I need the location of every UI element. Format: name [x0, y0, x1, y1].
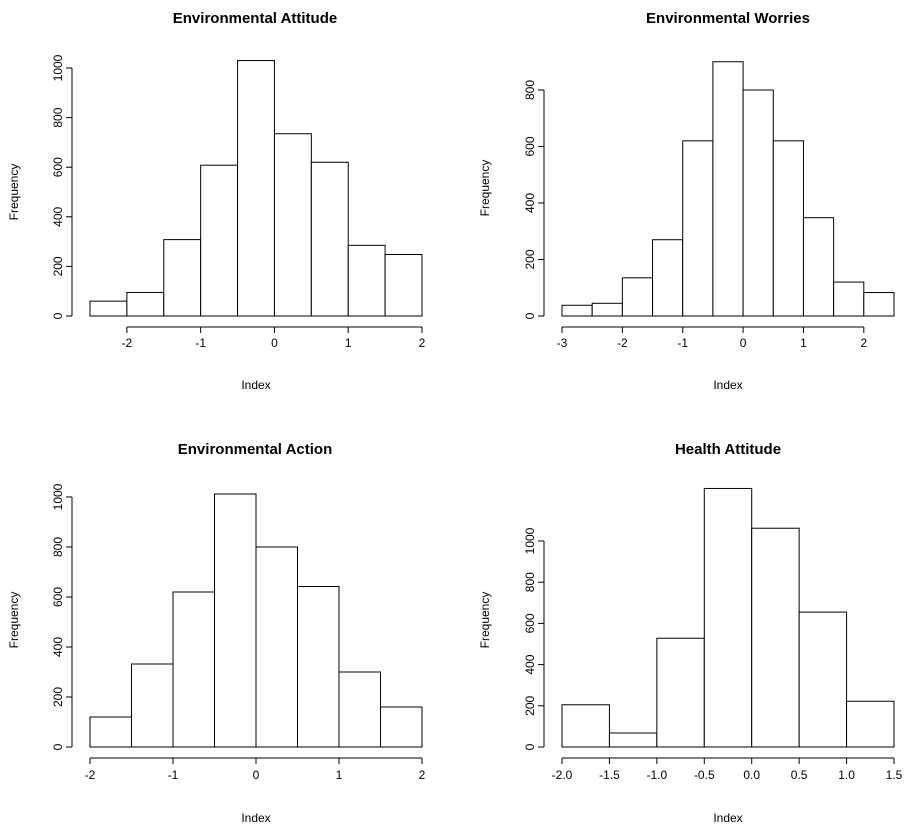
panel-3-x-tick-label-1: -2 — [85, 768, 96, 782]
panel-1-y-tick-label-6: 1000 — [51, 54, 65, 81]
panel-4-y-label: Frequency — [478, 592, 492, 649]
panel-3-x-tick-label-4: 1 — [336, 768, 343, 782]
panel-1-y-tick-label-1: 0 — [51, 312, 65, 319]
panel-4-bar-7 — [846, 700, 895, 748]
panel-3-bar-1 — [89, 716, 132, 748]
panel-4-title: Health Attitude — [675, 441, 781, 458]
panel-1-x-label: Index — [241, 378, 270, 392]
panel-3-bar-4 — [214, 493, 257, 748]
panel-1-title: Environmental Attitude — [173, 10, 337, 27]
panel-3-x-tick-label-5: 2 — [419, 768, 426, 782]
panel-2-bar-9 — [802, 217, 835, 317]
panel-2-bar-1 — [561, 304, 593, 317]
panel-3-y-tick-label-1: 0 — [51, 743, 65, 750]
panel-3-bar-6 — [297, 586, 340, 748]
panel-1-x-tick-label-4: 1 — [345, 336, 352, 350]
panel-2-bar-8 — [772, 140, 804, 317]
panel-4-bar-4 — [703, 487, 753, 748]
panel-3-y-tick-label-5: 800 — [51, 537, 65, 557]
panel-4-x-tick-label-1: -2.0 — [552, 768, 573, 782]
panel-4-x-tick-label-4: -0.5 — [694, 768, 715, 782]
panel-2-y-tick-label-2: 200 — [523, 249, 537, 269]
panel-1-bar-9 — [384, 253, 423, 317]
panel-1-y-tick-label-4: 600 — [51, 157, 65, 177]
panel-2-bar-5 — [682, 140, 714, 317]
panel-3-x-tick-label-2: -1 — [168, 768, 179, 782]
panel-4-y-tick-label-3: 400 — [523, 654, 537, 674]
panel-2-bar-6 — [712, 61, 744, 317]
panel-2-x-label: Index — [713, 378, 742, 392]
panel-4-bar-3 — [656, 637, 705, 748]
panel-1-y-tick-label-2: 200 — [51, 256, 65, 276]
panel-2-bar-10 — [833, 281, 865, 317]
panel-2-y-label: Frequency — [478, 160, 492, 217]
panel-3-y-tick-label-6: 1000 — [51, 483, 65, 510]
panel-4-x-tick-label-8: 1.5 — [886, 768, 903, 782]
panel-3-x-tick-label-3: 0 — [253, 768, 260, 782]
panel-1-x-tick-label-5: 2 — [419, 336, 426, 350]
panel-3-bar-2 — [131, 663, 174, 748]
panel-3-y-label: Frequency — [7, 592, 21, 649]
panel-3-y-tick-label-3: 400 — [51, 637, 65, 657]
panel-4-x-tick-label-6: 0.5 — [791, 768, 808, 782]
panel-2-x-tick-label-3: -1 — [677, 336, 688, 350]
panel-2-bar-3 — [621, 277, 654, 317]
panel-1-y-tick-label-3: 400 — [51, 206, 65, 226]
panel-3-y-tick-label-4: 600 — [51, 587, 65, 607]
panel-3-bar-7 — [338, 671, 381, 748]
panel-1-bar-7 — [310, 161, 349, 317]
panel-3-y-tick-label-2: 200 — [51, 687, 65, 707]
panel-2-title: Environmental Worries — [646, 10, 810, 27]
panel-2-x-tick-label-1: -3 — [557, 336, 568, 350]
panel-2-x-tick-label-4: 0 — [740, 336, 747, 350]
panel-2-y-tick-label-3: 400 — [523, 193, 537, 213]
panel-4-y-tick-label-6: 1000 — [523, 527, 537, 554]
panel-2-bar-2 — [591, 302, 623, 317]
panel-4-y-tick-label-4: 600 — [523, 613, 537, 633]
panel-4-x-tick-label-5: 0.0 — [743, 768, 760, 782]
panel-1-y-label: Frequency — [7, 164, 21, 221]
panel-1-bar-4 — [200, 164, 239, 317]
panel-2-bar-7 — [742, 89, 774, 317]
panel-4-bar-6 — [798, 611, 848, 748]
panel-1-x-tick-label-2: -1 — [195, 336, 206, 350]
panel-1-bar-2 — [126, 291, 165, 317]
panel-2-y-tick-label-1: 0 — [523, 312, 537, 319]
panel-4-bar-1 — [561, 704, 610, 748]
panel-2-x-tick-label-5: 1 — [800, 336, 807, 350]
panel-2-bar-4 — [652, 239, 684, 317]
panel-3-bar-8 — [380, 706, 423, 748]
panel-1-x-tick-label-1: -2 — [122, 336, 133, 350]
panel-3-title: Environmental Action — [178, 441, 332, 458]
panel-3-x-label: Index — [241, 811, 270, 825]
panel-2-y-tick-label-4: 600 — [523, 136, 537, 156]
panel-1-x-tick-label-3: 0 — [271, 336, 278, 350]
panel-3-bar-5 — [255, 546, 298, 748]
panel-1-bar-5 — [237, 60, 275, 317]
panel-4-bar-5 — [751, 527, 800, 748]
panel-2-bar-11 — [863, 292, 895, 317]
panel-4-y-tick-label-5: 800 — [523, 572, 537, 592]
panel-1-bar-6 — [273, 133, 312, 317]
panel-4-y-tick-label-2: 200 — [523, 695, 537, 715]
panel-4-x-label: Index — [713, 811, 742, 825]
panel-4-x-tick-label-7: 1.0 — [838, 768, 855, 782]
panel-2-x-tick-label-6: 2 — [860, 336, 867, 350]
panel-4-bar-2 — [608, 732, 658, 748]
panel-1-bar-1 — [89, 300, 128, 317]
panel-1-y-tick-label-5: 800 — [51, 107, 65, 127]
panel-4-x-tick-label-2: -1.5 — [599, 768, 620, 782]
panel-4-y-tick-label-1: 0 — [523, 743, 537, 750]
panel-2-y-tick-label-5: 800 — [523, 80, 537, 100]
panel-3-bar-3 — [172, 591, 215, 748]
panel-2-x-tick-label-2: -2 — [617, 336, 628, 350]
panel-1-bar-8 — [347, 244, 386, 317]
panel-1-bar-3 — [163, 239, 202, 317]
panel-4-x-tick-label-3: -1.0 — [647, 768, 668, 782]
